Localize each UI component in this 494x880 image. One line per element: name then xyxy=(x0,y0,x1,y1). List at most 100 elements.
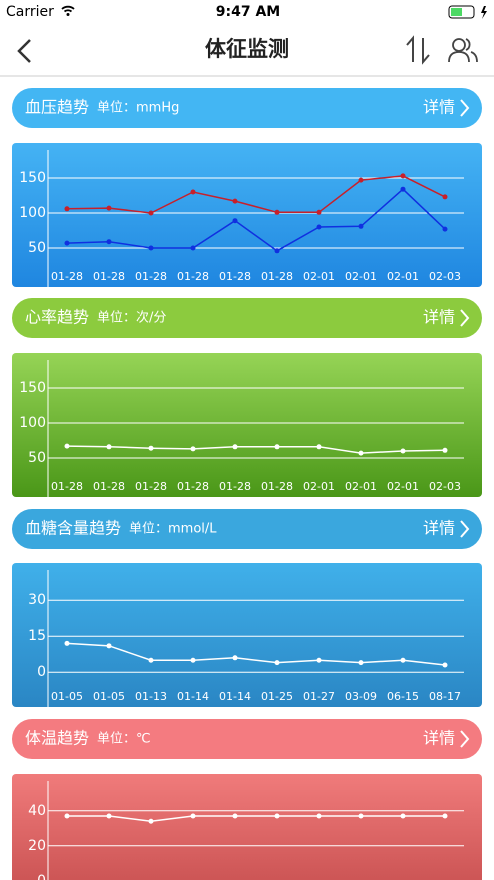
y-tick-label: 30 xyxy=(28,592,46,608)
section-header xyxy=(12,298,482,338)
data-point xyxy=(316,813,322,819)
data-point xyxy=(274,660,280,666)
detail-chevron xyxy=(460,309,470,327)
data-point xyxy=(64,240,70,246)
wifi-icon xyxy=(61,5,75,13)
y-tick-label: 50 xyxy=(28,240,46,256)
x-tick-label: 01-28 xyxy=(93,480,125,493)
x-tick-label: 01-28 xyxy=(135,480,167,493)
data-point xyxy=(190,813,196,819)
data-point xyxy=(232,813,238,819)
data-point xyxy=(106,643,112,649)
x-tick-label: 01-28 xyxy=(177,480,209,493)
series-line xyxy=(66,642,446,666)
x-tick-label: 02-01 xyxy=(345,270,377,283)
section-unit: 单位：℃ xyxy=(97,732,151,747)
y-tick-label: 0 xyxy=(37,664,46,680)
data-point xyxy=(316,224,322,230)
series-line xyxy=(66,175,446,214)
data-point xyxy=(190,446,196,452)
chart-background xyxy=(12,143,482,287)
section-title: 体温趋势 xyxy=(25,729,89,748)
data-point xyxy=(148,445,154,451)
users-button[interactable] xyxy=(448,38,478,63)
x-tick-label: 01-28 xyxy=(51,480,83,493)
wifi-dot xyxy=(66,13,70,16)
data-point xyxy=(148,245,154,251)
data-point xyxy=(190,245,196,251)
data-point xyxy=(442,447,448,453)
data-point xyxy=(442,662,448,668)
x-tick-label: 02-01 xyxy=(303,270,335,283)
x-tick-label: 01-13 xyxy=(135,690,167,703)
sort-button[interactable] xyxy=(406,35,430,65)
data-point xyxy=(316,444,322,450)
detail-link[interactable]: 详情 xyxy=(423,308,455,327)
x-tick-label: 08-17 xyxy=(429,690,461,703)
clock: 9:47 AM xyxy=(216,4,280,20)
detail-link[interactable]: 详情 xyxy=(423,98,455,117)
y-tick-label: 150 xyxy=(19,170,46,186)
data-point xyxy=(400,186,406,192)
data-point xyxy=(64,443,70,449)
data-point xyxy=(400,813,406,819)
section-title: 血糖含量趋势 xyxy=(25,519,121,538)
data-point xyxy=(148,210,154,216)
section-title: 血压趋势 xyxy=(25,98,89,117)
chart: 50 100 150 01-28 01-28 01-28 01-28 01-28 01-28 02… xyxy=(12,353,482,497)
data-point xyxy=(232,655,238,661)
y-tick-label: 40 xyxy=(28,803,46,819)
chart: 0 20 40 xyxy=(12,774,482,880)
chart-background xyxy=(12,353,482,497)
x-tick-label: 01-28 xyxy=(177,270,209,283)
data-point xyxy=(274,444,280,450)
x-tick-label: 01-05 xyxy=(93,690,125,703)
x-tick-label: 01-25 xyxy=(261,690,293,703)
x-tick-label: 02-03 xyxy=(429,480,461,493)
data-point xyxy=(400,657,406,663)
data-point xyxy=(274,209,280,215)
data-point xyxy=(358,813,364,819)
charging-icon xyxy=(481,6,487,19)
data-point xyxy=(64,813,70,819)
x-tick-label: 02-01 xyxy=(387,270,419,283)
chart: 50 100 150 01-28 01-28 01-28 01-28 01-28 01-28 02… xyxy=(12,143,482,287)
data-point xyxy=(190,657,196,663)
data-point xyxy=(64,640,70,646)
data-point xyxy=(148,818,154,824)
data-point xyxy=(64,206,70,212)
data-point xyxy=(106,813,112,819)
x-tick-label: 01-28 xyxy=(93,270,125,283)
series-line xyxy=(66,188,446,252)
section-header xyxy=(12,509,482,549)
chart-background xyxy=(12,774,482,880)
x-tick-label: 02-01 xyxy=(387,480,419,493)
battery xyxy=(448,5,475,19)
data-point xyxy=(106,444,112,450)
data-point xyxy=(232,444,238,450)
data-point xyxy=(442,226,448,232)
y-tick-label: 150 xyxy=(19,380,46,396)
x-tick-label: 06-15 xyxy=(387,690,419,703)
detail-link[interactable]: 详情 xyxy=(423,519,455,538)
carrier: Carrier xyxy=(6,4,54,20)
y-tick-label: 15 xyxy=(28,628,46,644)
series-line xyxy=(66,445,446,454)
x-tick-label: 01-28 xyxy=(219,270,251,283)
data-point xyxy=(316,209,322,215)
section-unit: 单位：mmol/L xyxy=(129,522,217,537)
chart-background xyxy=(12,563,482,707)
data-point xyxy=(106,205,112,211)
y-tick-label: 50 xyxy=(28,450,46,466)
back-button[interactable] xyxy=(17,39,31,63)
detail-link[interactable]: 详情 xyxy=(423,729,455,748)
data-point xyxy=(316,657,322,663)
data-point xyxy=(442,194,448,200)
data-point xyxy=(442,813,448,819)
detail-chevron xyxy=(460,730,470,748)
x-tick-label: 01-28 xyxy=(261,480,293,493)
data-point xyxy=(358,177,364,183)
x-tick-label: 01-05 xyxy=(51,690,83,703)
